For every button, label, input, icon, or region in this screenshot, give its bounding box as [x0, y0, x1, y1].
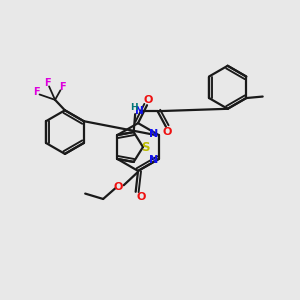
Text: O: O	[113, 182, 123, 192]
Text: O: O	[143, 95, 153, 105]
Text: O: O	[136, 192, 146, 202]
Text: S: S	[141, 140, 150, 154]
Text: F: F	[33, 87, 40, 97]
Text: N: N	[135, 106, 143, 116]
Text: N: N	[149, 154, 158, 165]
Text: O: O	[163, 127, 172, 137]
Text: F: F	[45, 78, 51, 88]
Text: N: N	[149, 130, 158, 140]
Text: H: H	[130, 103, 138, 112]
Text: F: F	[59, 82, 65, 92]
